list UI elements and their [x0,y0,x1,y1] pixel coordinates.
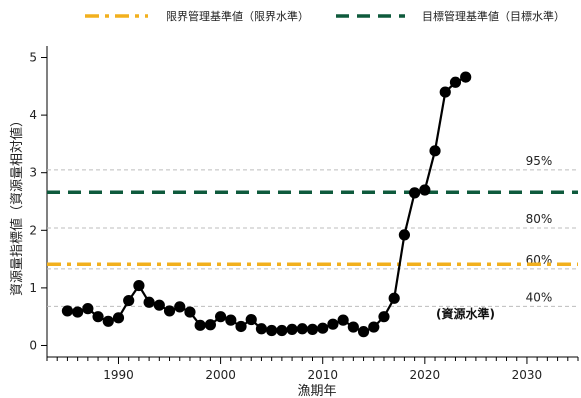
data-point-1991 [123,294,135,307]
data-point-1998 [194,319,206,331]
data-point-1992 [133,279,145,292]
data-point-2012 [337,314,349,326]
x-axis-title: 漁期年 [297,384,336,398]
data-point-1993 [143,296,155,308]
data-point-1985 [61,305,74,317]
data-point-2004 [255,323,268,335]
data-point-2019 [409,187,421,199]
y-tick-label-2: 2 [29,223,37,237]
x-tick-label-2020: 2020 [410,368,441,382]
data-point-2013 [347,321,359,333]
resource-level-annotation: (資源水準) [436,306,495,321]
data-point-1999 [204,319,216,331]
data-point-1997 [184,306,196,318]
data-point-2014 [357,326,370,338]
data-series [61,71,472,338]
reference-lines [47,190,578,267]
legend: 限界管理基準値（限界水準） 目標管理基準値（目標水準） [85,9,565,23]
percentile-lines: 95%80%60%40% [47,154,578,307]
data-point-1990 [112,312,125,324]
data-point-1994 [153,299,165,311]
data-point-2016 [378,311,390,323]
percentile-label-40: 40% [526,290,553,304]
x-axis-ticks: 1990 2000 2010 2020 2030 [46,357,579,382]
x-tick-label-1990: 1990 [103,368,134,382]
data-point-2023 [449,76,462,88]
data-point-1988 [92,311,104,323]
data-point-2017 [388,292,400,304]
data-point-2020 [419,184,431,196]
y-tick-label-5: 5 [29,51,37,65]
data-point-2015 [368,321,380,333]
series-line [67,76,467,333]
data-point-2005 [266,324,278,337]
y-axis-ticks: 0 1 2 3 4 5 [29,51,47,352]
data-point-2018 [398,229,411,241]
data-point-1989 [102,315,114,327]
y-tick-label-1: 1 [29,281,37,295]
data-point-2009 [306,323,319,335]
data-point-1986 [72,306,84,318]
data-point-1995 [163,305,176,317]
data-point-2011 [327,318,339,330]
data-point-2003 [245,313,257,326]
data-point-1996 [174,301,186,313]
data-point-2021 [429,145,441,157]
legend-target-label: 目標管理基準値（目標水準） [422,9,565,23]
y-tick-label-3: 3 [29,166,37,180]
x-tick-label-2010: 2010 [307,368,338,382]
data-point-2006 [276,324,288,337]
data-point-2010 [317,322,329,334]
data-point-2001 [225,314,237,326]
y-axis-title: 資源量指標値（資源量相対値） [9,114,25,296]
data-point-2000 [214,311,227,323]
data-point-1987 [82,303,94,315]
data-point-2008 [296,323,308,335]
x-tick-label-2000: 2000 [205,368,236,382]
data-point-2024 [460,71,472,83]
percentile-label-80: 80% [526,212,553,226]
y-tick-label-4: 4 [29,108,37,122]
x-tick-label-2030: 2030 [512,368,543,382]
y-tick-label-0: 0 [29,338,37,352]
data-point-2022 [439,86,451,98]
data-point-2002 [235,320,247,333]
legend-limit-label: 限界管理基準値（限界水準） [166,9,309,23]
data-point-2007 [286,323,298,335]
percentile-label-95: 95% [526,154,553,168]
